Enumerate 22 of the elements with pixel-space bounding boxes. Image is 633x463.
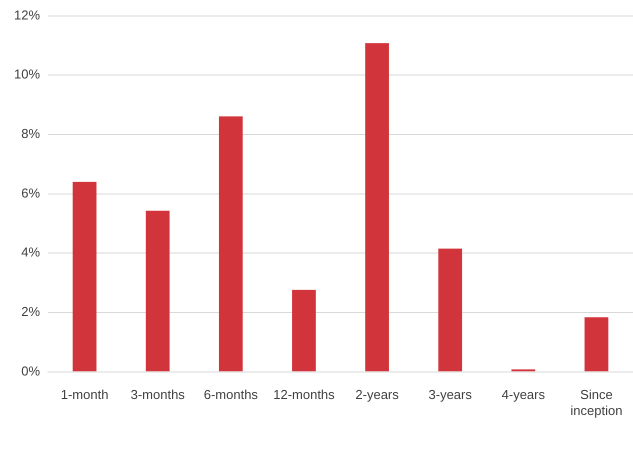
x-tick-label: 1-month [60,387,108,402]
x-tick-label: 12-months [273,387,336,402]
bar [218,116,243,372]
bar [292,290,316,372]
x-tick-label: 3-months [130,387,186,402]
y-tick-label: 2% [21,304,40,320]
bar [584,317,608,372]
y-tick-label: 12% [14,7,40,22]
x-tick-label: 4-years [502,387,546,402]
x-tick-label: 6-months [204,387,258,402]
bar [146,210,170,372]
bar [365,43,389,372]
x-tick-label: 2-years [355,387,400,402]
y-tick-label: 4% [21,244,40,260]
y-tick-label: 8% [21,126,40,142]
y-tick-label: 6% [21,185,40,200]
y-tick-label: 0% [21,363,40,378]
x-tick-label: 3-years [428,387,472,402]
bar [72,182,96,372]
x-tick-label: Since inception [570,387,622,418]
y-tick-label: 10% [14,66,40,82]
bar [438,248,462,372]
